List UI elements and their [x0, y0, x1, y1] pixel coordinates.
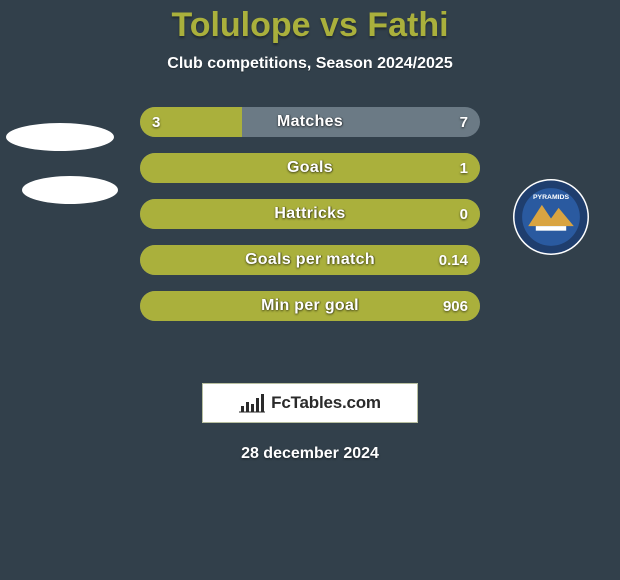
stat-row-right-value: 1 — [460, 153, 468, 183]
stat-row: Matches3 7 — [140, 107, 480, 137]
stat-row-right-value: 906 — [443, 291, 468, 321]
stat-row: Goals per match0.14 — [140, 245, 480, 275]
subtitle: Club competitions, Season 2024/2025 — [0, 55, 620, 73]
content-area: Matches3 7 Goals1 Hattricks0 Goals per match… — [0, 107, 620, 367]
stat-row-label: Goals — [140, 153, 480, 183]
date-label: 28 december 2024 — [0, 445, 620, 463]
stat-row-label: Goals per match — [140, 245, 480, 275]
stat-row: Hattricks0 — [140, 199, 480, 229]
team-right-badge: PYRAMIDS — [513, 179, 589, 255]
stat-row-left-value: 3 — [152, 107, 160, 137]
title-right: Fathi — [367, 6, 448, 44]
stat-row-label: Hattricks — [140, 199, 480, 229]
brand-box: FcTables.com — [202, 383, 418, 423]
stat-bars: Matches3 7 Goals1 Hattricks0 Goals per match… — [140, 107, 480, 337]
pyramids-crest-icon: PYRAMIDS — [513, 179, 589, 255]
stat-row-label: Matches — [140, 107, 480, 137]
bar-chart-icon — [239, 393, 265, 413]
title-vs: vs — [320, 6, 358, 44]
svg-text:PYRAMIDS: PYRAMIDS — [533, 194, 569, 201]
stat-row: Goals1 — [140, 153, 480, 183]
comparison-infographic: Tolulope vs Fathi Club competitions, Sea… — [0, 0, 620, 580]
team-left-badge-2 — [22, 176, 118, 204]
stat-row-right-value: 7 — [460, 107, 468, 137]
stat-row-right-value: 0.14 — [439, 245, 468, 275]
stat-row: Min per goal906 — [140, 291, 480, 321]
page-title: Tolulope vs Fathi — [0, 0, 620, 45]
title-left: Tolulope — [171, 6, 310, 44]
stat-row-label: Min per goal — [140, 291, 480, 321]
brand-text: FcTables.com — [271, 393, 381, 413]
team-left-badge-1 — [6, 123, 114, 151]
stat-row-right-value: 0 — [460, 199, 468, 229]
